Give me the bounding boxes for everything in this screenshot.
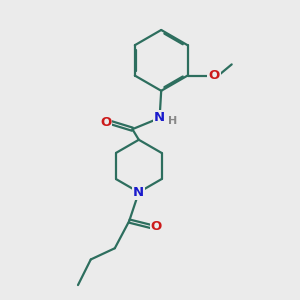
Text: N: N xyxy=(133,186,144,199)
Text: O: O xyxy=(100,116,111,129)
Text: O: O xyxy=(151,220,162,233)
Text: O: O xyxy=(208,69,220,82)
Text: H: H xyxy=(168,116,178,126)
Text: N: N xyxy=(154,112,165,124)
